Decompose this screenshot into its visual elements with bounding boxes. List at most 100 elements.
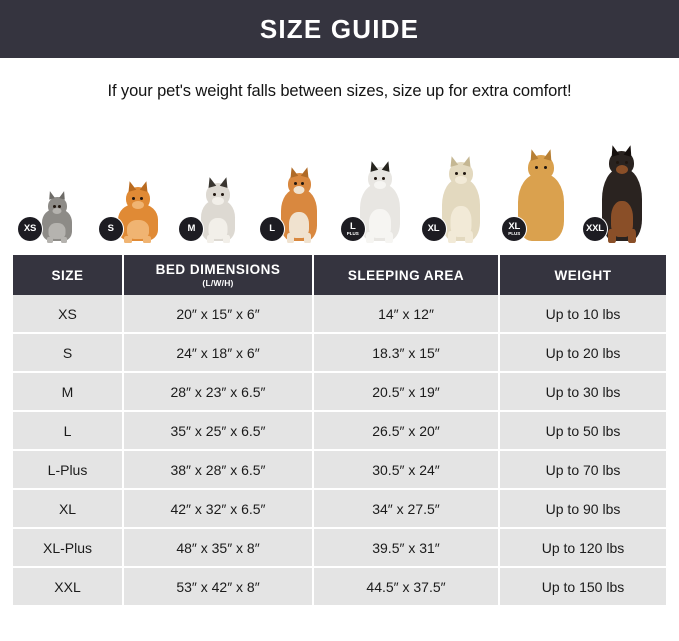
size-cell: S bbox=[13, 334, 124, 373]
size-badge-sublabel: PLUS bbox=[508, 230, 521, 236]
size-badge-M: M bbox=[179, 217, 204, 241]
weight-cell: Up to 10 lbs bbox=[500, 295, 666, 334]
doberman-head bbox=[609, 144, 635, 175]
sleeping-area-cell: 26.5″ x 20″ bbox=[314, 412, 500, 451]
size-badge-label: S bbox=[107, 223, 114, 235]
bed-dimensions-cell: 42″ x 32″ x 6.5″ bbox=[124, 490, 314, 529]
size-badge-XL-PLUS: XL PLUS bbox=[502, 217, 527, 241]
pomeranian-illustration bbox=[99, 180, 177, 243]
size-badge-L: L bbox=[260, 217, 285, 241]
size-cell: L bbox=[13, 412, 124, 451]
table-row: M 28″ x 23″ x 6.5″ 20.5″ x 19″ Up to 30 lbs bbox=[13, 373, 666, 412]
doberman-ear-right bbox=[624, 144, 635, 157]
pomeranian-ear-right bbox=[139, 180, 150, 192]
sleeping-area-cell: 20.5″ x 19″ bbox=[314, 373, 500, 412]
golden-retriever-eye-left bbox=[535, 165, 539, 169]
golden-retriever-muzzle bbox=[535, 170, 547, 179]
french-bulldog-body bbox=[201, 200, 236, 243]
labrador-ear-left bbox=[448, 155, 459, 167]
golden-retriever-ear-right bbox=[543, 148, 555, 161]
size-guide-table: SIZE BED DIMENSIONS (L/W/H) SLEEPING ARE… bbox=[13, 255, 666, 605]
gray-cat-ear-left bbox=[47, 190, 56, 200]
labrador-body bbox=[441, 179, 480, 243]
table-row: L-Plus 38″ x 28″ x 6.5″ 30.5″ x 24″ Up to 7… bbox=[13, 451, 666, 490]
border-collie-eye-left bbox=[374, 176, 378, 180]
doberman-body bbox=[601, 169, 642, 243]
french-bulldog-eye-left bbox=[212, 192, 216, 196]
pomeranian-leg-left bbox=[124, 236, 133, 243]
doberman-chest bbox=[610, 200, 633, 237]
french-bulldog-ear-left bbox=[206, 176, 217, 188]
table-row: L 35″ x 25″ x 6.5″ 26.5″ x 20″ Up to 50 lbs bbox=[13, 412, 666, 451]
sleeping-area-cell: 30.5″ x 24″ bbox=[314, 451, 500, 490]
size-badge-label: XXL bbox=[585, 223, 604, 235]
golden-retriever-eye-right bbox=[544, 165, 548, 169]
french-bulldog-muzzle bbox=[212, 197, 225, 206]
french-bulldog-leg-left bbox=[206, 235, 214, 243]
pomeranian-chest bbox=[126, 219, 149, 239]
labrador-eye-left bbox=[454, 171, 458, 175]
animal-cell-shiba-inu: L bbox=[260, 111, 338, 243]
bed-dimensions-cell: 53″ x 42″ x 8″ bbox=[124, 568, 314, 605]
gray-cat-leg-right bbox=[61, 237, 68, 243]
size-badge-label: L bbox=[269, 223, 275, 235]
french-bulldog-ear-right bbox=[220, 176, 231, 188]
bed-dimensions-cell: 38″ x 28″ x 6.5″ bbox=[124, 451, 314, 490]
golden-retriever-leg-left bbox=[526, 230, 535, 243]
shiba-inu-head bbox=[287, 166, 311, 195]
shiba-inu-eye-right bbox=[301, 182, 305, 186]
border-collie-ear-left bbox=[367, 160, 378, 172]
gray-cat-eye-right bbox=[58, 204, 62, 208]
table-row: XL 42″ x 32″ x 6.5″ 34″ x 27.5″ Up to 90 lb… bbox=[13, 490, 666, 529]
golden-retriever-head bbox=[527, 148, 555, 180]
shiba-inu-ear-right bbox=[300, 166, 311, 178]
doberman-muzzle bbox=[615, 165, 628, 175]
column-header-bed-dimensions-sublabel: (L/W/H) bbox=[202, 278, 234, 288]
border-collie-head bbox=[367, 160, 393, 190]
animal-cell-border-collie: L PLUS bbox=[340, 111, 419, 243]
weight-cell: Up to 70 lbs bbox=[500, 451, 666, 490]
sleeping-area-cell: 14″ x 12″ bbox=[314, 295, 500, 334]
size-cell: XS bbox=[13, 295, 124, 334]
pomeranian-head bbox=[125, 180, 150, 210]
bed-dimensions-cell: 48″ x 35″ x 8″ bbox=[124, 529, 314, 568]
french-bulldog-illustration bbox=[179, 176, 257, 243]
animal-cell-doberman: XXL bbox=[582, 111, 661, 243]
size-cell: XL-Plus bbox=[13, 529, 124, 568]
french-bulldog-head bbox=[206, 176, 231, 206]
weight-cell: Up to 90 lbs bbox=[500, 490, 666, 529]
table-header-row: SIZE BED DIMENSIONS (L/W/H) SLEEPING ARE… bbox=[13, 255, 666, 295]
table-row: XXL 53″ x 42″ x 8″ 44.5″ x 37.5″ Up to 150 … bbox=[13, 568, 666, 605]
shiba-inu-ear-left bbox=[287, 166, 298, 178]
pomeranian-ear-left bbox=[125, 180, 136, 192]
labrador-ear-right bbox=[462, 155, 473, 167]
size-badge-label: XL bbox=[508, 220, 521, 232]
labrador-chest bbox=[450, 206, 472, 238]
pomeranian-body bbox=[117, 204, 158, 243]
labrador-illustration bbox=[422, 155, 500, 243]
pomeranian-eye-left bbox=[132, 196, 136, 200]
bed-dimensions-cell: 35″ x 25″ x 6.5″ bbox=[124, 412, 314, 451]
shiba-inu-eye-left bbox=[293, 182, 297, 186]
gray-cat-leg-left bbox=[46, 237, 53, 243]
border-collie-chest bbox=[368, 208, 391, 238]
weight-cell: Up to 120 lbs bbox=[500, 529, 666, 568]
column-header-weight-label: WEIGHT bbox=[554, 267, 612, 283]
table-row: XL-Plus 48″ x 35″ x 8″ 39.5″ x 31″ Up to 12… bbox=[13, 529, 666, 568]
size-cell: L-Plus bbox=[13, 451, 124, 490]
column-header-bed-dimensions-label: BED DIMENSIONS bbox=[155, 262, 281, 277]
doberman-eye-right bbox=[624, 161, 628, 165]
size-badge-S: S bbox=[98, 217, 123, 241]
labrador-leg-left bbox=[447, 231, 456, 243]
shiba-inu-chest bbox=[289, 211, 310, 238]
border-collie-leg-left bbox=[366, 232, 375, 243]
gray-cat-head bbox=[47, 190, 67, 215]
labrador-muzzle bbox=[454, 176, 467, 185]
animal-cell-gray-cat: XS bbox=[18, 111, 96, 243]
bed-dimensions-cell: 24″ x 18″ x 6″ bbox=[124, 334, 314, 373]
labrador-head bbox=[448, 155, 473, 185]
doberman-eye-left bbox=[616, 161, 620, 165]
weight-cell: Up to 30 lbs bbox=[500, 373, 666, 412]
bed-dimensions-cell: 28″ x 23″ x 6.5″ bbox=[124, 373, 314, 412]
size-badge-label: XS bbox=[23, 223, 37, 235]
